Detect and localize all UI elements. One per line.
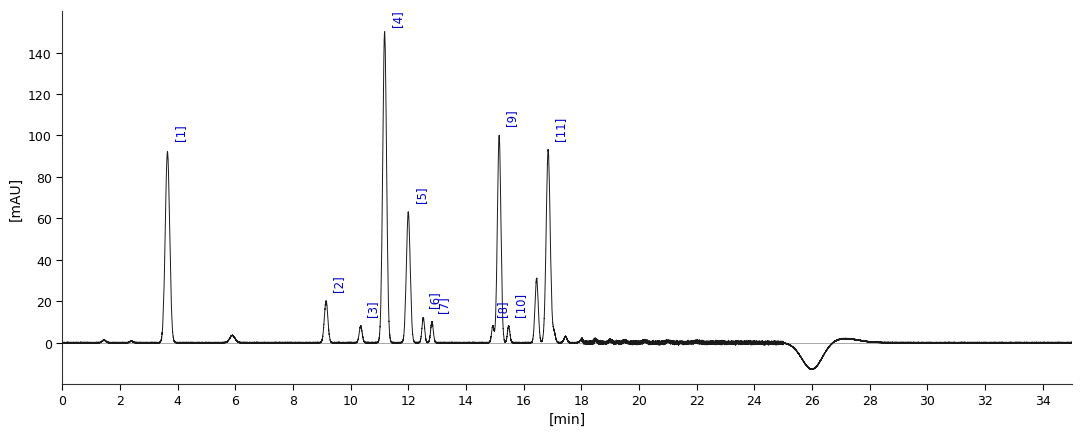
Text: [3]: [3] <box>366 299 379 316</box>
Text: [6]: [6] <box>429 291 442 308</box>
Y-axis label: [mAU]: [mAU] <box>9 176 23 220</box>
Text: [2]: [2] <box>332 274 345 291</box>
Text: [10]: [10] <box>514 292 527 316</box>
Text: [9]: [9] <box>505 109 518 126</box>
Text: [7]: [7] <box>437 295 450 312</box>
Text: [8]: [8] <box>496 299 510 316</box>
Text: [1]: [1] <box>174 124 187 140</box>
Text: [11]: [11] <box>554 116 567 140</box>
Text: [4]: [4] <box>391 10 404 26</box>
X-axis label: [min]: [min] <box>549 412 585 426</box>
Text: [5]: [5] <box>415 186 428 202</box>
